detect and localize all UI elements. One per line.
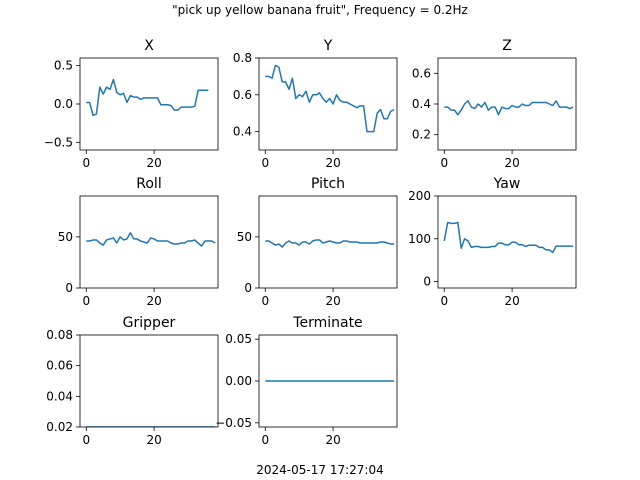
xtick-label-terminate-0: 0 <box>261 433 269 447</box>
panel-title-x: X <box>144 38 154 54</box>
panel-title-gripper: Gripper <box>123 315 176 331</box>
xtick-label-yaw-1: 20 <box>504 294 519 308</box>
ytick-label-z-1: 0.4 <box>412 97 431 111</box>
xtick-label-z-1: 20 <box>504 156 519 170</box>
panel-z: Z 0 20 0.2 0.4 0.6 <box>412 38 577 170</box>
panel-terminate: Terminate 0 20 −0.05 0.00 0.05 <box>215 315 398 447</box>
axes-frame-y <box>258 57 398 151</box>
figure-suptitle: "pick up yellow banana fruit", Frequency… <box>172 3 468 17</box>
ytick-label-terminate-1: 0.00 <box>225 374 252 388</box>
xtick-label-yaw-0: 0 <box>440 294 448 308</box>
ytick-label-x-0: −0.5 <box>44 135 73 149</box>
xtick-label-x-1: 20 <box>146 156 161 170</box>
ytick-label-gripper-1: 0.04 <box>46 389 73 403</box>
ytick-label-gripper-3: 0.08 <box>46 328 73 342</box>
ytick-label-y-0: 0.4 <box>233 125 252 139</box>
ytick-label-x-2: 0.5 <box>54 59 73 73</box>
ytick-label-y-1: 0.6 <box>233 88 252 102</box>
xtick-label-roll-1: 20 <box>146 294 161 308</box>
xtick-label-z-0: 0 <box>440 156 448 170</box>
panel-pitch: Pitch 0 20 0 50 <box>237 176 398 308</box>
ytick-label-roll-1: 50 <box>58 230 73 244</box>
axes-frame-gripper <box>79 334 219 428</box>
ytick-label-yaw-2: 200 <box>408 189 431 203</box>
ytick-label-pitch-0: 0 <box>244 281 252 295</box>
xtick-label-roll-0: 0 <box>82 294 90 308</box>
series-line-roll <box>86 232 216 247</box>
panel-x: X 0 20 −0.5 0.0 0.5 <box>44 38 219 170</box>
series-line-x <box>86 78 209 117</box>
panel-title-y: Y <box>323 38 333 54</box>
panels-group: X 0 20 −0.5 0.0 0.5 Y 0 20 0.4 0.6 0.8 Z 0 20 0.2 0.4 0.6… <box>44 38 577 447</box>
panel-y: Y 0 20 0.4 0.6 0.8 <box>233 38 398 170</box>
ytick-label-y-2: 0.8 <box>233 51 252 65</box>
series-line-y <box>265 64 395 133</box>
ytick-label-yaw-0: 0 <box>423 275 431 289</box>
panel-roll: Roll 0 20 0 50 <box>58 176 219 308</box>
panel-title-yaw: Yaw <box>493 176 521 192</box>
axes-frame-pitch <box>258 195 398 289</box>
xtick-label-pitch-0: 0 <box>261 294 269 308</box>
ytick-label-terminate-2: 0.05 <box>225 332 252 346</box>
panel-title-roll: Roll <box>136 176 161 192</box>
xtick-label-gripper-1: 20 <box>146 433 161 447</box>
ytick-label-gripper-0: 0.02 <box>46 420 73 434</box>
ytick-label-yaw-1: 100 <box>408 232 431 246</box>
panel-title-z: Z <box>502 38 512 54</box>
axes-frame-roll <box>79 195 219 289</box>
panel-gripper: Gripper 0 20 0.02 0.04 0.06 0.08 <box>46 315 219 447</box>
ytick-label-pitch-1: 50 <box>237 230 252 244</box>
ytick-label-x-1: 0.0 <box>54 97 73 111</box>
ytick-label-terminate-0: −0.05 <box>215 416 252 430</box>
xtick-label-y-1: 20 <box>325 156 340 170</box>
series-line-pitch <box>265 239 395 248</box>
xtick-label-terminate-1: 20 <box>325 433 340 447</box>
xtick-label-x-0: 0 <box>82 156 90 170</box>
axes-frame-yaw <box>437 195 577 289</box>
ytick-label-roll-0: 0 <box>65 281 73 295</box>
ytick-label-z-0: 0.2 <box>412 128 431 142</box>
xtick-label-y-0: 0 <box>261 156 269 170</box>
xtick-label-gripper-0: 0 <box>82 433 90 447</box>
panel-title-terminate: Terminate <box>292 315 362 331</box>
series-line-yaw <box>443 221 574 254</box>
ytick-label-z-2: 0.6 <box>412 66 431 80</box>
panel-title-pitch: Pitch <box>311 176 345 192</box>
xtick-label-pitch-1: 20 <box>325 294 340 308</box>
figure-footer-timestamp: 2024-05-17 17:27:04 <box>256 463 383 477</box>
series-line-z <box>444 100 574 116</box>
ytick-label-gripper-2: 0.06 <box>46 359 73 373</box>
